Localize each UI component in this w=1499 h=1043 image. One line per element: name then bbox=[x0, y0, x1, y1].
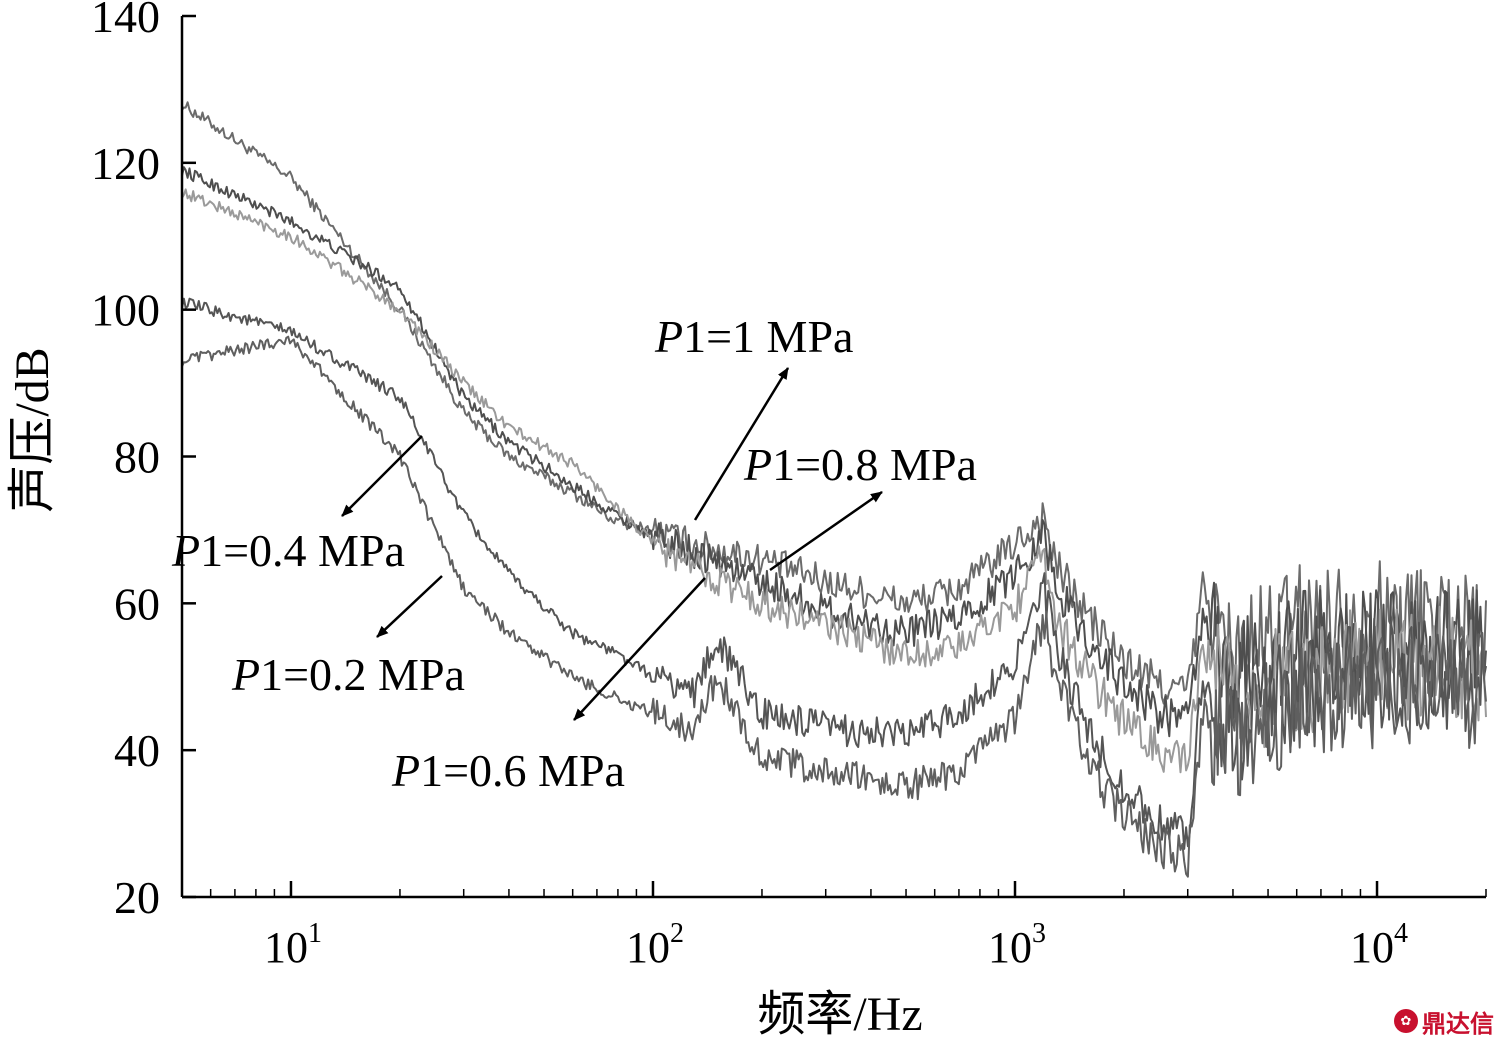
annotation-p1-0-8mpa: P1=0.8 MPa bbox=[743, 439, 977, 572]
svg-text:P1=0.8 MPa: P1=0.8 MPa bbox=[743, 439, 977, 490]
svg-text:P1=0.4 MPa: P1=0.4 MPa bbox=[171, 525, 405, 576]
svg-text:P1=0.2 MPa: P1=0.2 MPa bbox=[231, 649, 465, 700]
ticks: 20 40 60 80 100 120 140 101 102 103 104 bbox=[91, 0, 1487, 972]
annotation-arrow bbox=[341, 435, 423, 517]
annotation-arrow bbox=[573, 577, 706, 721]
annotation-arrow bbox=[769, 490, 883, 572]
y-tick-label: 40 bbox=[114, 725, 160, 776]
series-line bbox=[181, 101, 1487, 719]
annotation-p1-0-4mpa: P1=0.4 MPa bbox=[171, 435, 423, 576]
y-axis-title: 声压/dB bbox=[6, 347, 59, 512]
annotation-p1-0-2mpa: P1=0.2 MPa bbox=[231, 575, 465, 700]
annotation-label: 1=0.2 MPa bbox=[260, 649, 465, 700]
annotation-arrow bbox=[376, 575, 443, 638]
y-tick-label: 80 bbox=[114, 432, 160, 483]
y-tick-label: 120 bbox=[91, 138, 160, 189]
annotation-label: 1=0.8 MPa bbox=[772, 439, 977, 490]
y-tick-label: 140 bbox=[91, 0, 160, 42]
annotation-p1-0-6mpa: P1=0.6 MPa bbox=[391, 577, 706, 796]
x-tick-label: 104 bbox=[1350, 918, 1408, 972]
annotation-label: 1=0.4 MPa bbox=[200, 525, 405, 576]
y-tick-label: 100 bbox=[91, 285, 160, 336]
x-tick-label: 102 bbox=[626, 918, 684, 972]
x-tick-label: 101 bbox=[264, 918, 322, 972]
annotation-p1-1mpa: P1=1 MPa bbox=[654, 311, 853, 521]
annotation-italic: P bbox=[171, 525, 200, 576]
series-layer bbox=[181, 101, 1487, 878]
watermark-text: 鼎达信 bbox=[1422, 1009, 1494, 1038]
annotation-label: 1=0.6 MPa bbox=[420, 745, 625, 796]
x-axis-title: 频率/Hz bbox=[757, 988, 922, 1041]
y-tick-label: 20 bbox=[114, 872, 160, 923]
annotation-italic: P bbox=[391, 745, 420, 796]
x-tick-label: 103 bbox=[988, 918, 1046, 972]
svg-text:P1=1 MPa: P1=1 MPa bbox=[654, 311, 853, 362]
annotation-arrow bbox=[693, 367, 790, 521]
watermark: ✿ 鼎达信 bbox=[1394, 1006, 1494, 1038]
logo-icon: ✿ bbox=[1394, 1009, 1418, 1033]
y-tick-label: 60 bbox=[114, 578, 160, 629]
annotation-italic: P bbox=[231, 649, 260, 700]
annotations: P1=1 MPa P1=0.8 MPa P1=0.4 MPa P1=0.2 MP… bbox=[171, 311, 977, 796]
svg-text:P1=0.6 MPa: P1=0.6 MPa bbox=[391, 745, 625, 796]
annotation-italic: P bbox=[654, 311, 683, 362]
annotation-label: 1=1 MPa bbox=[683, 311, 853, 362]
series-line bbox=[181, 335, 1487, 878]
annotation-italic: P bbox=[743, 439, 772, 490]
